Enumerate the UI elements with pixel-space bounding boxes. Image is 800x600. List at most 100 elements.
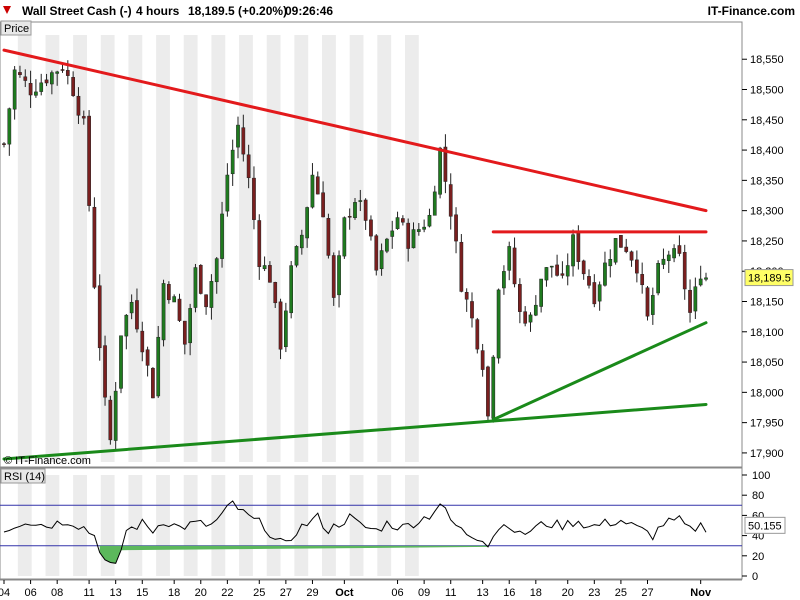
y-tick-label: 18,550 xyxy=(750,54,784,66)
day-band xyxy=(404,475,419,576)
y-tick-label: 18,050 xyxy=(750,357,784,369)
candle-body xyxy=(603,262,607,286)
rsi-line xyxy=(3,500,707,564)
timeframe-label: 4 hours xyxy=(136,4,180,18)
candle-body xyxy=(507,246,512,271)
candle-body xyxy=(374,235,379,271)
candle-body xyxy=(592,282,597,305)
rsi-oversold-fill xyxy=(99,545,488,564)
day-band xyxy=(156,475,170,576)
day-band xyxy=(100,35,115,462)
x-tick-label: 27 xyxy=(641,587,653,599)
candle-body xyxy=(496,289,501,359)
price-change: 18,189.5 (+0.20%) xyxy=(188,4,287,18)
support-trendline xyxy=(491,321,708,422)
svg-text:50.155: 50.155 xyxy=(748,520,782,532)
x-tick-label: 15 xyxy=(136,587,148,599)
day-band xyxy=(266,475,281,576)
y-tick-label: 17,900 xyxy=(750,448,784,460)
day-band xyxy=(211,475,226,576)
x-tick-label: 08 xyxy=(51,587,63,599)
y-tick-label: 17,950 xyxy=(750,418,784,430)
candle-body xyxy=(246,154,251,179)
candle-body xyxy=(252,177,256,220)
y-tick-label: 18,100 xyxy=(750,327,784,339)
candle-body xyxy=(486,366,490,417)
candle-body xyxy=(209,281,214,308)
x-tick-label: 29 xyxy=(306,587,318,599)
x-tick-label: 13 xyxy=(110,587,122,599)
candle-body xyxy=(60,69,65,71)
candle-body xyxy=(39,82,44,92)
x-tick-label: 18 xyxy=(530,587,542,599)
candle-body xyxy=(182,320,187,345)
candle-body xyxy=(416,229,421,232)
candle-body xyxy=(188,308,192,344)
candle-body xyxy=(81,116,86,119)
candle-body xyxy=(656,263,660,294)
x-tick-label: 18 xyxy=(168,587,180,599)
candle-body xyxy=(241,127,246,155)
y-tick-label: 18,250 xyxy=(750,236,784,248)
candle-body xyxy=(672,248,676,259)
candle-body xyxy=(284,310,288,348)
svg-text:18,189.5: 18,189.5 xyxy=(748,273,791,285)
candle-body xyxy=(533,304,538,316)
candle-body xyxy=(624,246,629,252)
day-band xyxy=(349,35,364,462)
y-tick-label: 18,300 xyxy=(750,206,784,218)
candle-body xyxy=(87,115,91,206)
candle-body xyxy=(161,283,166,341)
candle-body xyxy=(103,345,107,398)
candle-body xyxy=(108,399,113,441)
candle-body xyxy=(289,265,294,314)
candle-body xyxy=(50,72,54,85)
day-band xyxy=(128,475,143,576)
candle-body xyxy=(677,245,682,254)
candle-body xyxy=(395,217,400,229)
x-tick-label: 11 xyxy=(445,587,456,599)
candle-body xyxy=(613,238,618,263)
day-band xyxy=(266,35,281,462)
candle-body xyxy=(619,235,623,248)
instrument-name: Wall Street Cash (-) xyxy=(22,4,132,18)
candle-body xyxy=(379,250,384,270)
candle-body xyxy=(650,295,655,315)
candle-body xyxy=(299,234,304,249)
day-band xyxy=(73,35,87,462)
support-trendline xyxy=(2,402,708,461)
candle-body xyxy=(640,274,645,286)
candle-body xyxy=(305,207,309,239)
candle-body xyxy=(523,311,528,324)
candle-body xyxy=(28,83,33,96)
candle-body xyxy=(528,314,533,323)
candle-body xyxy=(97,285,102,349)
candle-body xyxy=(432,191,437,216)
candle-body xyxy=(167,284,171,301)
candle-body xyxy=(549,265,554,268)
candle-body xyxy=(12,69,17,110)
candle-body xyxy=(666,254,671,261)
day-band xyxy=(183,475,198,576)
candle-body xyxy=(560,273,565,276)
candle-body xyxy=(544,267,549,281)
candle-body xyxy=(363,199,368,221)
candle-body xyxy=(464,292,469,300)
candle-body xyxy=(406,222,411,249)
candle-body xyxy=(337,255,341,296)
day-band xyxy=(349,475,364,576)
candle-body xyxy=(172,296,177,303)
candle-body xyxy=(693,286,698,312)
rsi-y-tick-label: 100 xyxy=(752,470,770,482)
candle-body xyxy=(645,287,650,317)
x-tick-label: 06 xyxy=(24,587,36,599)
candle-body xyxy=(278,301,283,350)
candle-body xyxy=(76,95,81,116)
day-band xyxy=(377,35,392,462)
candle-body xyxy=(587,276,591,286)
candle-body xyxy=(273,282,278,304)
candle-body xyxy=(151,367,155,399)
header-bar: Wall Street Cash (-) 4 hours 18,189.5 (+… xyxy=(0,0,800,22)
